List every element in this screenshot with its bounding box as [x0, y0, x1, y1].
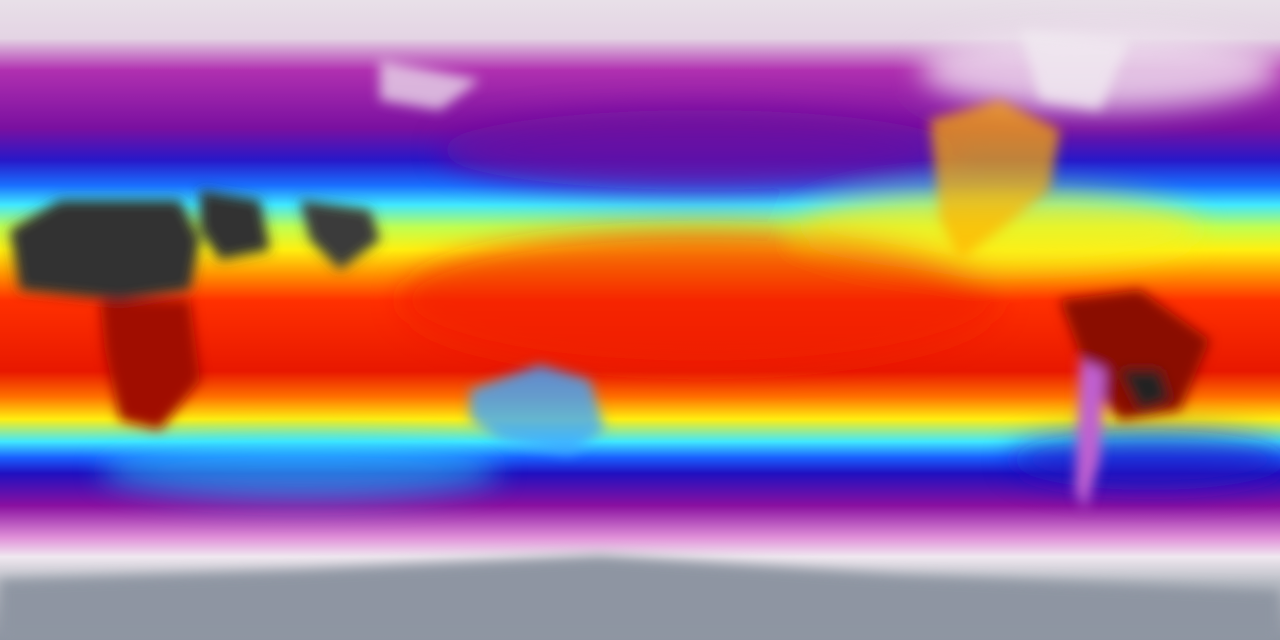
- land-antarctica: [0, 555, 1280, 640]
- land-greenland: [1020, 30, 1130, 110]
- land-andes: [1075, 360, 1105, 510]
- land-siberia: [380, 60, 480, 110]
- land-central-africa: [100, 300, 200, 430]
- land-brazil-hotspot: [1120, 370, 1170, 410]
- land-tibet: [300, 200, 380, 270]
- land-australia: [470, 365, 605, 455]
- land-sahara-desert: [10, 200, 200, 300]
- land-arabia: [200, 190, 270, 260]
- land-north-america: [930, 100, 1060, 260]
